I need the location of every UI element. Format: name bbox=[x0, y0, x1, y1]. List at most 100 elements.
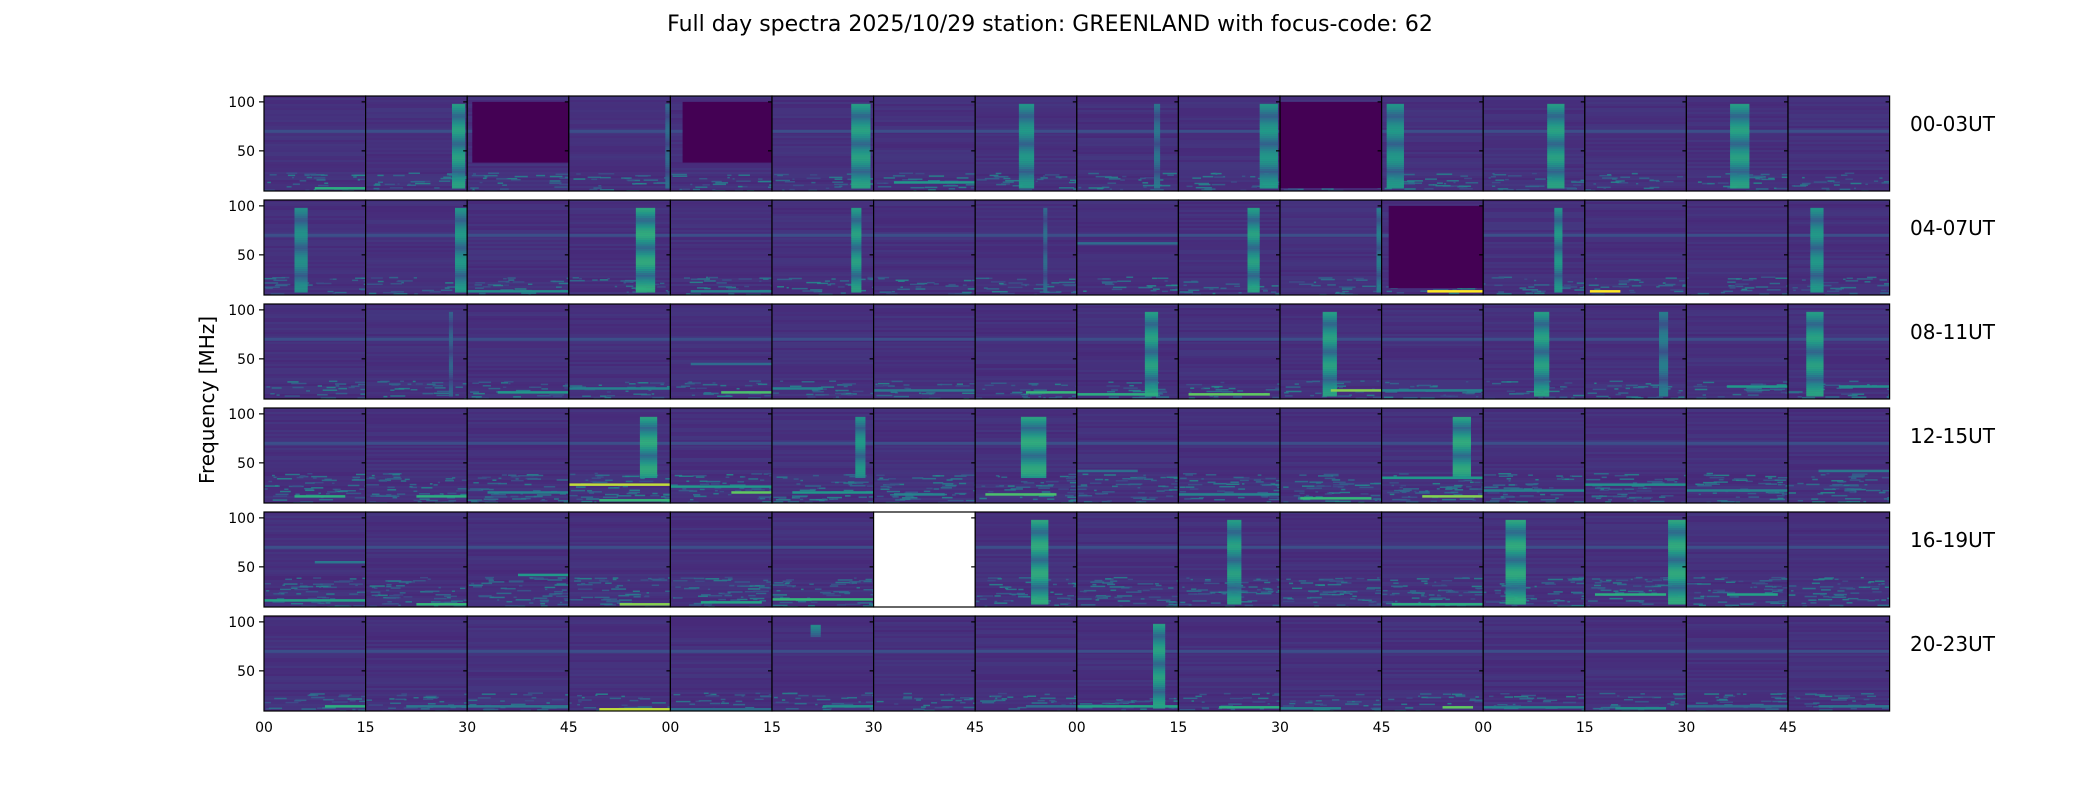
spectrum-panel bbox=[1584, 512, 1687, 607]
emission-streak bbox=[1219, 706, 1280, 709]
ytick-label: 100 bbox=[228, 199, 255, 215]
persistent-band bbox=[568, 337, 671, 341]
emission-streak bbox=[406, 705, 468, 708]
spectrum-panel bbox=[1280, 408, 1382, 503]
persistent-band bbox=[1178, 233, 1280, 237]
xtick-label: 45 bbox=[966, 720, 984, 736]
ytick-label: 50 bbox=[237, 456, 255, 472]
persistent-band bbox=[1483, 129, 1585, 133]
spectra-row bbox=[263, 615, 1891, 712]
emission-streak bbox=[822, 705, 874, 708]
spectrum-panel bbox=[975, 616, 1077, 711]
spectrum-panel bbox=[568, 512, 671, 607]
spectrum-panel bbox=[873, 96, 976, 191]
emission-streak bbox=[416, 603, 468, 606]
radio-burst bbox=[1554, 207, 1563, 293]
spectrum-panel bbox=[365, 200, 468, 295]
spectrum-panel bbox=[1076, 512, 1179, 607]
emission-streak bbox=[1381, 476, 1484, 480]
emission-streak bbox=[1076, 242, 1179, 245]
radio-burst bbox=[1043, 207, 1048, 293]
emission-streak bbox=[599, 499, 671, 502]
emission-streak bbox=[1188, 393, 1270, 396]
radio-burst bbox=[1020, 416, 1047, 479]
spectra-row bbox=[263, 95, 1891, 192]
spectrum-panel bbox=[1381, 200, 1484, 295]
spectrum-panel bbox=[1280, 512, 1382, 607]
radio-burst bbox=[1547, 103, 1565, 189]
spectrum-panel bbox=[670, 616, 773, 711]
persistent-band bbox=[670, 649, 772, 653]
persistent-band bbox=[772, 337, 874, 341]
spectrum-panel bbox=[1178, 304, 1281, 399]
persistent-band bbox=[670, 441, 772, 445]
spectrum-panel bbox=[975, 96, 1077, 191]
emission-streak bbox=[1076, 393, 1159, 396]
spectrum-panel bbox=[568, 200, 671, 295]
persistent-band bbox=[568, 545, 671, 549]
persistent-band bbox=[1178, 441, 1280, 445]
emission-streak bbox=[690, 362, 772, 366]
persistent-band bbox=[1381, 129, 1484, 133]
spectrum-panel bbox=[1178, 96, 1281, 191]
persistent-band bbox=[467, 441, 569, 445]
emission-streak bbox=[314, 560, 366, 564]
emission-streak bbox=[1076, 705, 1179, 708]
ytick-label: 50 bbox=[237, 664, 255, 680]
persistent-band bbox=[670, 337, 772, 341]
emission-streak bbox=[772, 598, 874, 601]
persistent-band bbox=[975, 233, 1077, 237]
spectra-row bbox=[263, 407, 1891, 504]
persistent-band bbox=[264, 337, 366, 341]
persistent-band bbox=[1584, 337, 1687, 341]
persistent-band bbox=[1686, 441, 1788, 445]
row-time-label: 00-03UT bbox=[1910, 112, 1996, 136]
persistent-band bbox=[365, 129, 468, 133]
emission-streak bbox=[1427, 290, 1484, 293]
spectrum-panel bbox=[1584, 408, 1687, 503]
emission-streak bbox=[467, 290, 569, 293]
spectrum-panel bbox=[873, 200, 976, 295]
emission-streak bbox=[1178, 493, 1280, 496]
panel-frame bbox=[1787, 199, 1891, 296]
persistent-band bbox=[1584, 545, 1687, 549]
emission-streak bbox=[599, 708, 671, 711]
spectrum-panel bbox=[1280, 200, 1382, 295]
spectrum-panel bbox=[1686, 96, 1789, 191]
ytick-label: 100 bbox=[228, 511, 255, 527]
persistent-band bbox=[1076, 545, 1179, 549]
spectrum-panel bbox=[670, 512, 773, 607]
emission-streak bbox=[1727, 385, 1788, 388]
radio-burst bbox=[451, 103, 466, 189]
radio-burst bbox=[1730, 103, 1750, 189]
persistent-band bbox=[1381, 649, 1484, 653]
persistent-band bbox=[1788, 441, 1890, 445]
panel-frame bbox=[1787, 407, 1891, 504]
emission-streak bbox=[1391, 603, 1484, 606]
radio-burst bbox=[1322, 311, 1337, 397]
emission-streak bbox=[416, 495, 468, 498]
radio-burst bbox=[1031, 519, 1049, 605]
persistent-band bbox=[1076, 441, 1179, 445]
persistent-band bbox=[1483, 545, 1585, 549]
persistent-band bbox=[670, 545, 772, 549]
spectrum-panel bbox=[568, 616, 671, 711]
masked-region bbox=[1388, 205, 1484, 289]
persistent-band bbox=[1584, 129, 1687, 133]
spectrum-panel bbox=[1686, 616, 1789, 711]
radio-burst bbox=[1376, 207, 1382, 293]
radio-burst bbox=[1153, 623, 1166, 709]
emission-streak bbox=[487, 491, 569, 494]
spectrum-panel bbox=[1280, 96, 1382, 191]
persistent-band bbox=[1483, 649, 1585, 653]
persistent-band bbox=[1076, 337, 1179, 341]
emission-streak bbox=[1381, 389, 1484, 392]
spectrum-panel bbox=[1584, 96, 1687, 191]
spectrum-panel bbox=[568, 304, 671, 399]
persistent-band bbox=[1788, 545, 1890, 549]
emission-streak bbox=[1686, 489, 1788, 492]
ytick-label: 50 bbox=[237, 144, 255, 160]
persistent-band bbox=[467, 337, 569, 341]
spectrum-panel bbox=[264, 512, 366, 607]
emission-streak bbox=[1483, 489, 1585, 492]
